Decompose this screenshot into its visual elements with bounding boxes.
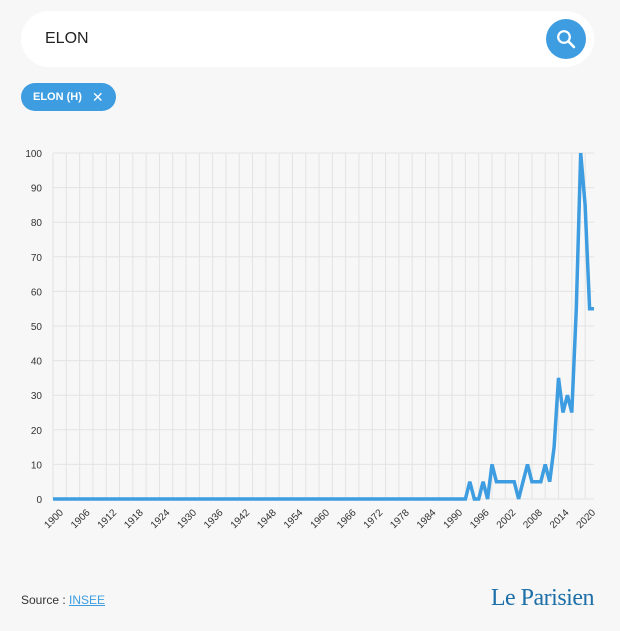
x-tick-label: 1972	[362, 507, 386, 531]
search-input[interactable]	[21, 11, 521, 67]
x-tick-label: 1960	[309, 507, 333, 531]
x-tick-label: 1996	[468, 507, 492, 531]
x-tick-label: 2008	[521, 507, 545, 531]
y-tick-label: 10	[31, 460, 43, 471]
filter-chip-label: ELON (H)	[33, 91, 82, 103]
x-tick-label: 1948	[255, 507, 279, 531]
x-tick-label: 1978	[388, 507, 412, 531]
search-button[interactable]	[546, 19, 586, 59]
y-tick-label: 30	[31, 391, 43, 402]
y-tick-label: 50	[31, 322, 43, 333]
x-tick-label: 1990	[442, 507, 466, 531]
y-tick-label: 40	[31, 357, 43, 368]
x-tick-label: 1966	[335, 507, 359, 531]
x-tick-label: 1984	[415, 507, 439, 531]
close-icon[interactable]: ✕	[91, 89, 104, 105]
y-tick-label: 90	[31, 184, 43, 195]
y-tick-label: 0	[36, 495, 42, 506]
x-tick-label: 1954	[282, 507, 306, 531]
y-tick-label: 60	[31, 287, 43, 298]
y-tick-label: 100	[25, 149, 42, 160]
source-note: Source : INSEE	[21, 593, 105, 607]
y-tick-label: 70	[31, 253, 43, 264]
filter-chip: ELON (H) ✕	[21, 83, 116, 111]
x-tick-label: 1918	[122, 507, 146, 531]
x-tick-label: 2014	[548, 507, 572, 531]
x-tick-label: 1942	[229, 507, 253, 531]
search-icon	[557, 30, 576, 49]
x-tick-label: 1936	[202, 507, 226, 531]
x-axis-ticks: 1900 1906 1912 1918 1924 1930 1936 1942 1948 1954…	[42, 507, 598, 531]
series-line-elon-h	[53, 152, 594, 501]
x-tick-label: 1900	[42, 507, 66, 531]
x-tick-label: 1912	[96, 507, 120, 531]
y-tick-label: 80	[31, 218, 43, 229]
search-bar	[21, 11, 594, 67]
x-tick-label: 1930	[176, 507, 200, 531]
y-axis-ticks: 0 10 20 30 40 50 60 70 80 90 100	[25, 149, 42, 506]
x-tick-label: 2002	[495, 507, 519, 531]
y-tick-label: 20	[31, 426, 43, 437]
chart-grid	[52, 152, 594, 500]
brand-logo: Le Parisien	[490, 585, 595, 611]
source-prefix: Source :	[21, 593, 70, 607]
x-tick-label: 1924	[149, 507, 173, 531]
chart-series	[53, 152, 594, 501]
x-tick-label: 2020	[575, 507, 599, 531]
source-link[interactable]: INSEE	[69, 593, 106, 607]
x-tick-label: 1906	[69, 507, 93, 531]
